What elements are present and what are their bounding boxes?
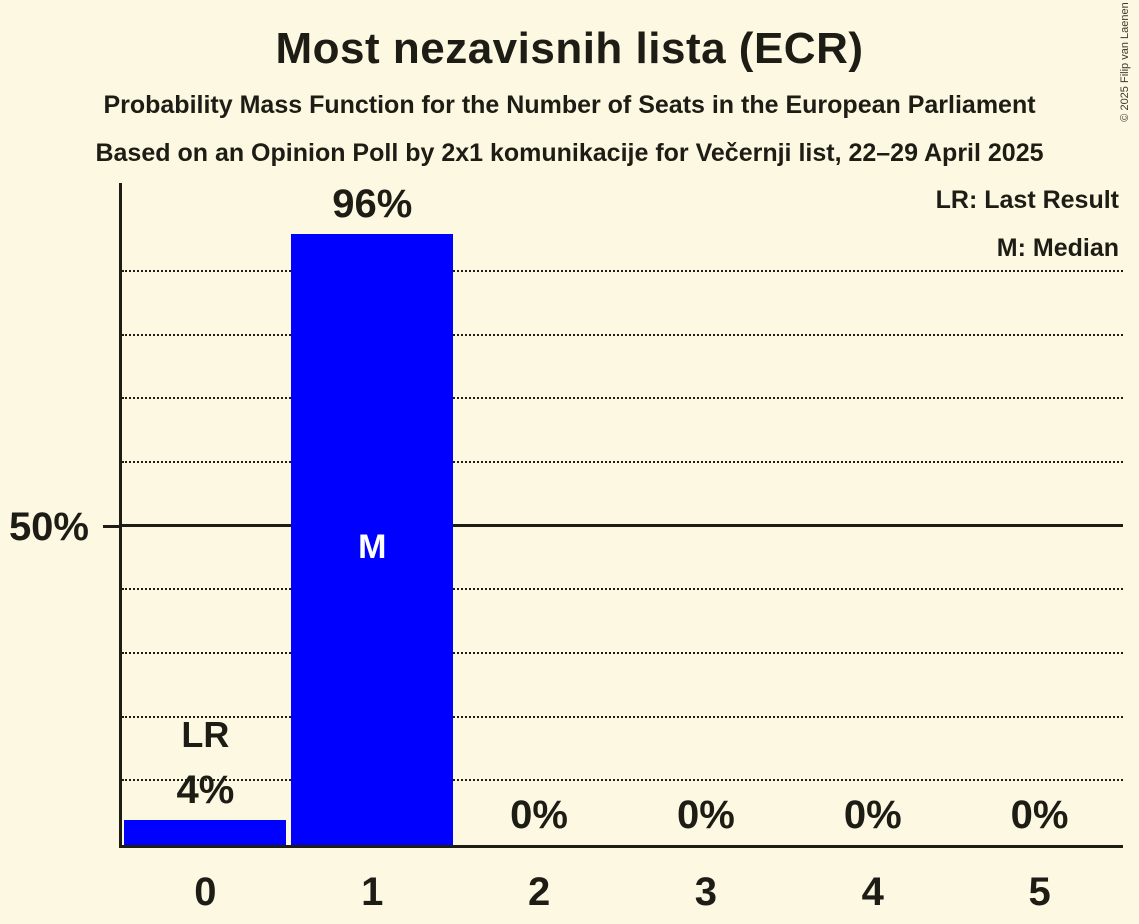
gridline-60pct [122,461,1123,464]
x-axis-label: 0 [194,870,217,914]
gridline-80pct [122,333,1123,336]
bar-value-label: 0% [1010,793,1069,837]
gridline-40pct [122,588,1123,591]
legend-last-result: LR: Last Result [935,186,1119,214]
chart-title: Most nezavisnih lista (ECR) [275,24,864,73]
legend-median: M: Median [996,234,1119,262]
bar-seats-1 [290,233,454,845]
gridline-20pct [122,715,1123,718]
bar-value-label: 0% [510,793,568,837]
median-label: M [358,528,387,567]
y-axis-tick [103,524,119,528]
copyright-notice: © 2025 Filip van Laenen [1119,2,1131,122]
gridline-10pct [122,779,1123,782]
plot-area: 50% 4% 96% 0% 0% 0% 0% LR M 0 1 2 3 4 5 [9,181,1123,912]
x-axis-label: 1 [361,870,384,914]
chart-subtitle-line1: Probability Mass Function for the Number… [103,91,1036,119]
x-axis-label: 3 [694,870,718,914]
bar-value-label: 0% [843,793,902,837]
x-axis-label: 2 [527,870,551,914]
x-axis-label: 5 [1028,870,1051,914]
last-result-label: LR [181,713,230,755]
bar-seats-0 [124,819,287,845]
bar-value-label: 96% [332,181,413,226]
bar-value-label: 0% [677,793,735,837]
chart-subtitle-line2: Based on an Opinion Poll by 2x1 komunika… [95,139,1044,167]
x-axis-label: 4 [861,870,884,914]
y-axis-tick-label: 50% [8,504,89,549]
bar-value-label: 4% [176,767,235,812]
gridline-30pct [122,652,1123,655]
gridline-70pct [122,397,1123,400]
fifty-percent-line [122,523,1123,527]
gridline-90pct [122,270,1123,273]
